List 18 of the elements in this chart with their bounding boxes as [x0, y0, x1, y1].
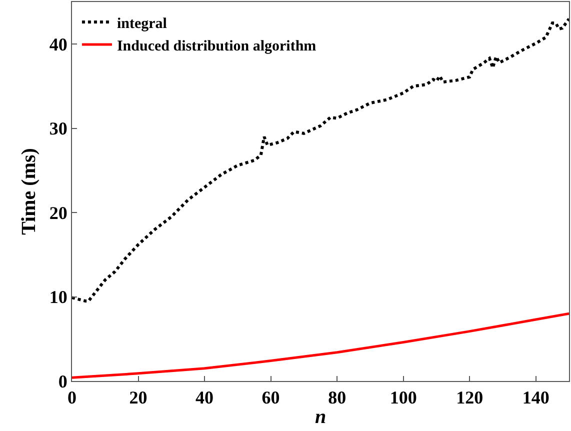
x-tick-label: 80 [328, 388, 346, 408]
legend-label: Induced distribution algorithm [116, 38, 317, 54]
y-tick-label: 10 [49, 287, 68, 308]
x-tick-label: 20 [129, 388, 148, 408]
x-tick-label: 100 [390, 388, 417, 408]
x-tick-label: 60 [262, 388, 280, 408]
y-tick-label: 30 [49, 118, 68, 139]
line-series [72, 312, 569, 379]
line-series [72, 17, 569, 302]
legend-label: integral [116, 16, 167, 32]
y-tick-label: 0 [58, 371, 68, 392]
x-tick-label: 140 [522, 388, 550, 408]
x-tick-label: 40 [196, 388, 214, 408]
y-axis-title: Time (ms) [18, 148, 40, 235]
y-tick-label: 40 [49, 34, 68, 54]
x-tick-label: 120 [456, 388, 484, 408]
x-axis-title: n [314, 406, 326, 428]
y-tick-label: 20 [49, 202, 68, 223]
